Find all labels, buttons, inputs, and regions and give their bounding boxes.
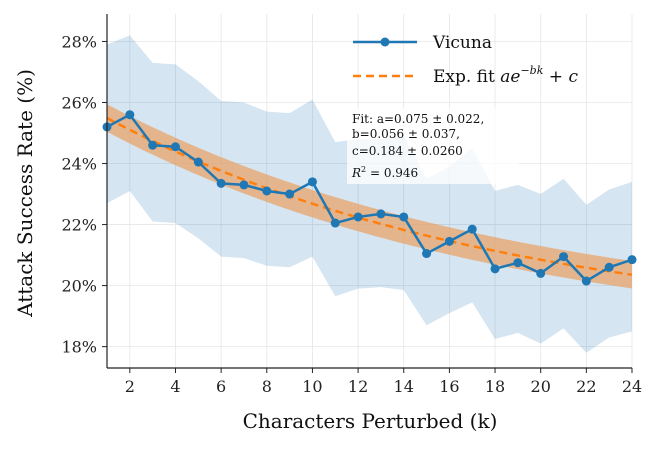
- data-point: [330, 218, 340, 228]
- data-point: [148, 140, 158, 150]
- data-point: [285, 189, 295, 199]
- data-point: [604, 262, 614, 272]
- legend: Vicuna Exp. fit ae−bk + c: [353, 33, 578, 87]
- r2-sup: 2: [361, 165, 366, 174]
- y-tick-label: 24%: [61, 155, 97, 174]
- x-tick-label: 4: [170, 377, 180, 396]
- data-point: [376, 209, 386, 219]
- x-tick-label: 16: [439, 377, 459, 396]
- data-point: [307, 177, 317, 187]
- x-tick-label: 14: [394, 377, 414, 396]
- data-point: [581, 276, 591, 286]
- x-tick-label: 12: [348, 377, 368, 396]
- legend-fit-formula-sup: −bk: [520, 64, 543, 77]
- y-ticks: 18% 20% 22% 24% 26% 28%: [61, 32, 107, 357]
- data-point: [239, 180, 249, 190]
- legend-fit-formula-base: ae: [500, 67, 520, 87]
- data-point: [262, 186, 272, 196]
- data-point: [125, 110, 135, 120]
- y-tick-label: 26%: [61, 94, 97, 113]
- legend-fit-formula-tail: + c: [543, 67, 578, 87]
- data-point: [627, 255, 637, 265]
- x-ticks: 2 4 6 8 10 12 14 16 18 20 22 24: [125, 368, 642, 396]
- legend-series-label: Vicuna: [432, 33, 492, 53]
- fit-annotation-line4: R2 = 0.946: [351, 165, 418, 180]
- y-tick-label: 28%: [61, 32, 97, 51]
- legend-fit-prefix: Exp. fit: [433, 67, 500, 87]
- y-tick-label: 22%: [61, 216, 97, 235]
- r2-value: = 0.946: [366, 166, 418, 180]
- x-tick-label: 24: [622, 377, 642, 396]
- data-point: [467, 224, 477, 234]
- data-point: [559, 252, 569, 262]
- series-layer: [107, 113, 632, 283]
- points-layer: [102, 110, 637, 286]
- fit-annotation-line3: c=0.184 ± 0.0260: [352, 144, 463, 158]
- legend-series-marker: [380, 37, 390, 47]
- x-tick-label: 22: [576, 377, 596, 396]
- data-point: [422, 249, 432, 259]
- x-axis-label: Characters Perturbed (k): [243, 409, 498, 433]
- data-point: [216, 178, 226, 188]
- data-point: [444, 236, 454, 246]
- fit-annotation-box: [347, 108, 519, 184]
- fit-annotation-line1: Fit: a=0.075 ± 0.022,: [352, 112, 484, 126]
- data-point: [536, 268, 546, 278]
- fit-annotation: Fit: a=0.075 ± 0.022, b=0.056 ± 0.037, c…: [347, 108, 519, 184]
- data-point: [193, 157, 203, 167]
- data-point: [399, 212, 409, 222]
- y-tick-label: 20%: [61, 277, 97, 296]
- x-tick-label: 2: [125, 377, 135, 396]
- data-point: [513, 258, 523, 268]
- fit-band-layer: [107, 104, 632, 289]
- legend-fit-label: Exp. fit ae−bk + c: [433, 64, 578, 87]
- x-tick-label: 20: [531, 377, 551, 396]
- fit-confidence-band: [107, 104, 632, 289]
- x-tick-label: 8: [262, 377, 272, 396]
- x-tick-label: 6: [216, 377, 226, 396]
- y-tick-label: 18%: [61, 338, 97, 357]
- x-tick-label: 10: [302, 377, 322, 396]
- data-point: [353, 212, 363, 222]
- data-point: [490, 264, 500, 274]
- data-point: [170, 142, 180, 152]
- r2-letter: R: [351, 166, 361, 180]
- y-axis-label: Attack Success Rate (%): [13, 69, 37, 318]
- fit-annotation-line2: b=0.056 ± 0.037,: [352, 127, 460, 141]
- x-tick-label: 18: [485, 377, 505, 396]
- confidence-band-layer: [107, 35, 632, 353]
- confidence-band: [107, 35, 632, 353]
- series-line-vicuna: [107, 113, 632, 283]
